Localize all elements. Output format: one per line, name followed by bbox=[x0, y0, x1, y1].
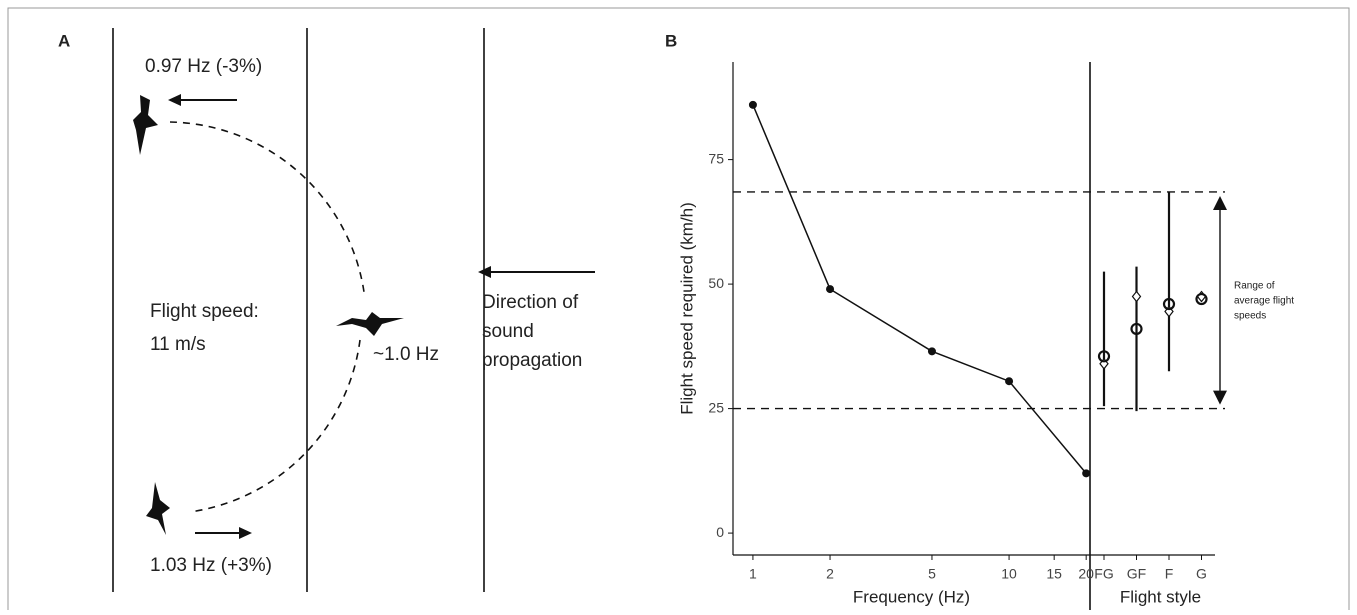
x-tick-label: 20 bbox=[1078, 566, 1094, 582]
annotation: ~1.0 Hz bbox=[373, 344, 439, 365]
bird bbox=[336, 312, 404, 336]
x-tick-label: F bbox=[1165, 566, 1174, 582]
annotation: 0.97 Hz (-3%) bbox=[145, 56, 262, 77]
arc bbox=[189, 339, 361, 513]
annotation: 1.03 Hz (+3%) bbox=[150, 555, 272, 576]
arrow-head bbox=[1213, 390, 1227, 405]
point bbox=[826, 285, 835, 294]
x-tick-label: 2 bbox=[826, 566, 834, 582]
annotation: Direction of bbox=[482, 292, 579, 313]
circle-marker bbox=[1195, 292, 1208, 306]
point bbox=[748, 100, 757, 109]
arrow-head bbox=[239, 527, 252, 539]
arrow-head bbox=[168, 94, 181, 106]
bird bbox=[133, 95, 158, 155]
x-axis-label: Frequency (Hz) bbox=[853, 587, 970, 606]
bird bbox=[146, 482, 170, 535]
panel-label: B bbox=[665, 31, 677, 50]
annotation: Range of bbox=[1234, 281, 1275, 292]
y-tick-label: 25 bbox=[708, 399, 724, 415]
y-axis-label: Flight speed required (km/h) bbox=[677, 202, 696, 415]
arrow-head bbox=[1213, 195, 1227, 210]
point bbox=[1082, 469, 1091, 478]
point bbox=[1005, 377, 1014, 386]
circle-marker bbox=[1130, 322, 1143, 336]
series-line bbox=[752, 104, 1087, 474]
annotation: propagation bbox=[482, 350, 582, 371]
annotation: Flight speed: bbox=[150, 301, 259, 322]
arrow-head bbox=[478, 266, 491, 278]
annotation: speeds bbox=[1234, 311, 1266, 322]
annotation: average flight bbox=[1234, 296, 1294, 307]
diamond bbox=[1131, 290, 1142, 303]
x-tick-label: 10 bbox=[1001, 566, 1017, 582]
frame bbox=[7, 7, 1350, 615]
x-tick-label: GF bbox=[1127, 566, 1146, 582]
y-tick-label: 0 bbox=[716, 524, 724, 540]
birds bbox=[133, 95, 404, 535]
wavefronts bbox=[112, 28, 485, 592]
x-tick-label: 5 bbox=[928, 566, 936, 582]
arc bbox=[169, 121, 365, 293]
arrows bbox=[168, 94, 595, 539]
x-tick-label: FG bbox=[1094, 566, 1113, 582]
annotation: sound bbox=[482, 321, 534, 342]
panel-label: A bbox=[58, 31, 70, 50]
x-axis-label: Flight style bbox=[1120, 587, 1201, 606]
y-tick-label: 75 bbox=[708, 150, 724, 166]
flight-path bbox=[169, 121, 365, 513]
circle-marker bbox=[1097, 350, 1111, 363]
annotation: 11 m/s bbox=[150, 334, 206, 355]
y-tick-label: 50 bbox=[708, 275, 724, 291]
x-tick-label: 15 bbox=[1046, 566, 1062, 582]
x-tick-label: G bbox=[1196, 566, 1207, 582]
point bbox=[927, 347, 936, 356]
x-tick-label: 1 bbox=[749, 566, 757, 582]
circle-marker bbox=[1162, 297, 1176, 311]
